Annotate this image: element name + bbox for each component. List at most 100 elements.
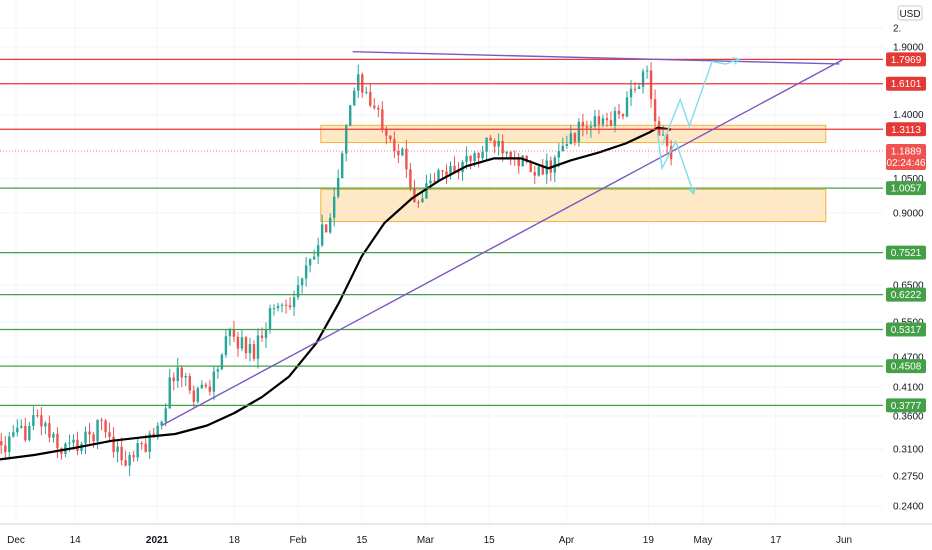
candle-body [617, 110, 621, 115]
time-axis[interactable]: Dec 14 2021 18 Feb 15 Mar 15 Apr 19 May 17 Jun [7, 535, 852, 546]
candle-body [148, 433, 151, 452]
level-badge-label: 1.0057 [891, 184, 922, 195]
candle-body [320, 224, 324, 246]
candle-body [328, 217, 332, 233]
candle-body [88, 431, 91, 435]
candle-body [569, 133, 573, 145]
candle-body [421, 198, 424, 203]
projection-path [656, 131, 695, 195]
candle-body [341, 153, 344, 178]
time-tick-label: Dec [7, 535, 25, 546]
level-badge [886, 322, 926, 337]
candle-body [609, 120, 613, 126]
candle-body [140, 443, 143, 445]
candle-body [601, 118, 605, 125]
projection-arrowhead [732, 57, 741, 65]
trendline [352, 51, 840, 65]
candle-body [441, 170, 444, 172]
candle-body [493, 140, 496, 147]
candle-body [349, 105, 352, 126]
candle-body [228, 329, 232, 337]
candle-body [465, 155, 468, 163]
currency-button[interactable]: USD [897, 5, 923, 21]
candle-body [168, 377, 171, 409]
candle-body [136, 443, 139, 458]
candle-body [381, 109, 384, 130]
price-tick-label: 0.6500 [893, 280, 924, 291]
candle-body [637, 86, 641, 90]
time-tick-label: Jun [836, 535, 852, 546]
price-tick-label: 0.2750 [893, 471, 924, 482]
time-tick-label: 18 [229, 535, 241, 546]
candle-body [533, 172, 536, 176]
projection-path [661, 58, 740, 146]
candle-body [220, 354, 224, 370]
candle-body [52, 433, 55, 438]
candle-body [605, 118, 609, 121]
candle-body [453, 165, 456, 172]
price-tick-label: 0.2400 [893, 502, 924, 513]
candle-body [425, 183, 428, 199]
candle-body [164, 408, 167, 422]
candle-body [300, 278, 304, 286]
grid [0, 27, 883, 507]
time-tick-label: Mar [417, 535, 435, 546]
candle-body [585, 126, 589, 128]
candle-body [525, 155, 528, 163]
candle-body [224, 336, 228, 355]
candle-body [345, 125, 348, 154]
candle-body [28, 425, 31, 441]
time-tick-label: 15 [356, 535, 368, 546]
currency-button-frame [897, 5, 923, 21]
zone-rect [320, 188, 827, 223]
candle-body [124, 460, 127, 466]
candle-body [180, 367, 183, 378]
candle-body [505, 151, 508, 154]
candle-body [144, 443, 147, 452]
levels-layer [0, 58, 883, 406]
candle-body [176, 367, 179, 382]
price-tick-label: 0.9000 [893, 208, 924, 219]
price-tick-label: 0.3600 [893, 412, 924, 423]
candle-body [172, 377, 175, 382]
candle-body [252, 344, 256, 359]
candle-body [256, 335, 260, 359]
candle-body [485, 137, 488, 152]
candle-body [216, 369, 220, 372]
candle-body [8, 436, 11, 453]
price-tick-label: 0.4100 [893, 383, 924, 394]
level-badge-label: 0.6222 [891, 290, 922, 301]
level-badge [886, 287, 926, 302]
candle-body [477, 153, 480, 159]
candle-body [44, 423, 47, 427]
candle-body [521, 155, 524, 167]
time-tick-label: 14 [70, 535, 82, 546]
candle-body [645, 70, 649, 72]
candle-body [625, 97, 629, 117]
candle-body [377, 107, 380, 110]
candle-body [369, 91, 372, 106]
candle-body [561, 145, 565, 152]
candle-body [20, 425, 23, 428]
candle-body [489, 137, 492, 141]
candle-body [541, 166, 544, 175]
candle-body [405, 148, 408, 170]
level-badge [886, 76, 926, 91]
trendline [161, 58, 845, 427]
time-tick-label: Feb [289, 535, 307, 546]
price-tick-label: 1.4000 [893, 110, 924, 121]
candle-body [401, 148, 404, 156]
candle-body [184, 376, 187, 378]
candle-body [365, 91, 368, 93]
moving-average-layer [0, 126, 672, 461]
candle-body [236, 336, 240, 349]
candle-body [296, 285, 300, 298]
candle-body [437, 170, 440, 182]
candle-body [529, 162, 532, 173]
candle-body [200, 384, 204, 389]
currency-label: USD [899, 9, 920, 20]
candle-body [196, 388, 200, 402]
candle-body [16, 427, 19, 433]
